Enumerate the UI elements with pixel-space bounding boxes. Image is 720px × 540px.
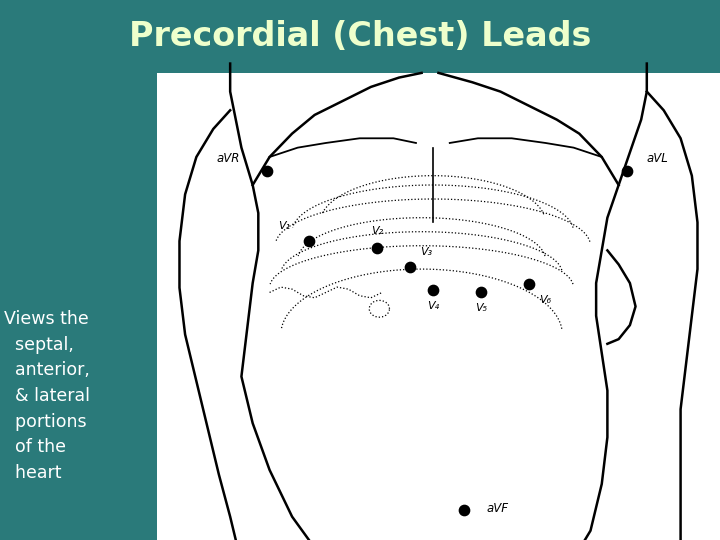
Text: aVL: aVL [647, 152, 669, 165]
Point [405, 262, 416, 271]
FancyBboxPatch shape [0, 73, 157, 540]
Text: V₅: V₅ [475, 303, 487, 313]
Text: V₆: V₆ [539, 295, 551, 305]
Point [371, 244, 382, 252]
Text: V₁: V₁ [278, 221, 290, 231]
Point [303, 237, 315, 245]
Point [458, 505, 469, 514]
Point [621, 167, 633, 176]
FancyBboxPatch shape [0, 0, 720, 73]
Point [523, 280, 534, 288]
Text: V₃: V₃ [420, 247, 433, 257]
Point [261, 167, 272, 176]
Text: Views the
  septal,
  anterior,
  & lateral
  portions
  of the
  heart: Views the septal, anterior, & lateral po… [4, 310, 90, 482]
FancyBboxPatch shape [157, 73, 720, 540]
Text: aVF: aVF [486, 502, 508, 515]
Point [427, 286, 438, 294]
Point [475, 288, 487, 297]
Text: Precordial (Chest) Leads: Precordial (Chest) Leads [129, 20, 591, 53]
Text: aVR: aVR [216, 152, 240, 165]
Text: V₂: V₂ [371, 226, 383, 236]
Text: V₄: V₄ [427, 301, 439, 311]
